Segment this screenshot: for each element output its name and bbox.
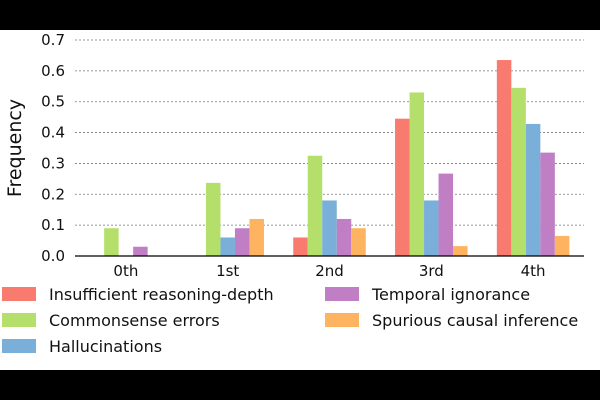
legend-label: Insufficient reasoning-depth [49, 285, 274, 304]
bar [322, 200, 337, 256]
legend-label: Commonsense errors [49, 311, 220, 330]
bar [438, 173, 454, 256]
y-axis-label: Frequency [4, 99, 26, 197]
y-tick-label: 0.6 [41, 62, 65, 80]
y-tick-label: 0.1 [41, 216, 65, 234]
y-tick-label: 0.4 [41, 124, 65, 142]
bar [511, 87, 526, 256]
bars [104, 60, 570, 256]
legend-swatch [2, 287, 36, 301]
legend-swatch [2, 313, 36, 327]
bar-chart: 0.0 0.1 0.2 0.3 0.4 0.5 0.6 0.7 0th 1st 2nd 3rd 4th… [2, 31, 584, 356]
bar [424, 200, 439, 256]
bar [205, 182, 221, 256]
bar [133, 246, 148, 256]
bar [293, 237, 308, 256]
bar [525, 123, 541, 256]
bar [336, 218, 352, 256]
bar [220, 237, 235, 256]
y-tick-label: 0.3 [41, 154, 65, 172]
bar [496, 60, 512, 256]
y-tick-label: 0.0 [41, 247, 65, 265]
bar [249, 218, 264, 256]
x-tick-labels: 0th 1st 2nd 3rd 4th [113, 262, 545, 280]
legend-label: Temporal ignorance [371, 285, 530, 304]
bar [554, 235, 570, 256]
x-tick-label: 0th [113, 262, 138, 280]
legend-swatch [2, 339, 36, 353]
chart-area: 0.0 0.1 0.2 0.3 0.4 0.5 0.6 0.7 0th 1st 2nd 3rd 4th… [0, 30, 600, 370]
bar [104, 228, 119, 256]
y-tick-label: 0.5 [41, 93, 65, 111]
legend-label: Hallucinations [49, 337, 162, 356]
bar [234, 228, 250, 256]
y-tick-label: 0.2 [41, 185, 65, 203]
legend-swatch [325, 287, 359, 301]
x-tick-label: 2nd [315, 262, 344, 280]
bar [409, 92, 425, 256]
legend: Insufficient reasoning-depth Commonsense … [2, 285, 578, 356]
legend-label: Spurious causal inference [372, 311, 578, 330]
bar [307, 155, 323, 256]
bar [351, 228, 366, 256]
y-tick-labels: 0.0 0.1 0.2 0.3 0.4 0.5 0.6 0.7 [41, 31, 65, 265]
y-tick-label: 0.7 [41, 31, 65, 49]
legend-swatch [325, 313, 359, 327]
x-tick-label: 1st [216, 262, 239, 280]
bar [395, 118, 410, 256]
x-tick-label: 4th [521, 262, 546, 280]
bar [453, 246, 468, 256]
x-tick-label: 3rd [419, 262, 444, 280]
bar [540, 152, 555, 256]
